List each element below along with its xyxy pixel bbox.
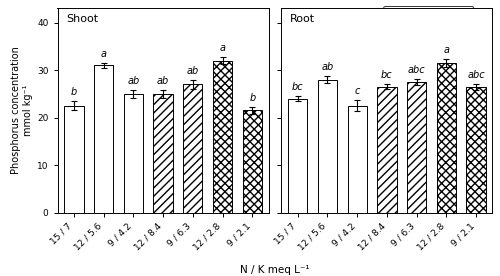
Text: N / K meq L⁻¹: N / K meq L⁻¹: [240, 265, 310, 275]
Text: bc: bc: [381, 70, 392, 81]
Text: ab: ab: [157, 76, 169, 86]
Text: a: a: [100, 49, 106, 59]
Text: a: a: [444, 45, 450, 55]
Text: Shoot: Shoot: [66, 14, 98, 24]
Text: c: c: [354, 86, 360, 96]
Bar: [124, 94, 143, 213]
Bar: [318, 79, 337, 213]
Text: a: a: [220, 43, 226, 53]
Legend: Balance 2.14, Balance 1.43, Balance 4.29: Balance 2.14, Balance 1.43, Balance 4.29: [383, 6, 474, 45]
Text: Root: Root: [290, 14, 315, 24]
Bar: [378, 87, 396, 213]
Text: ab: ab: [322, 62, 334, 72]
Text: ab: ab: [186, 66, 199, 76]
Bar: [242, 110, 262, 213]
Bar: [436, 63, 456, 213]
Bar: [348, 106, 367, 213]
Bar: [466, 87, 486, 213]
Bar: [288, 99, 308, 213]
Text: bc: bc: [292, 82, 304, 92]
Bar: [64, 106, 84, 213]
Text: b: b: [249, 93, 256, 103]
Bar: [94, 65, 114, 213]
Text: b: b: [70, 87, 77, 97]
Y-axis label: Phosphorus concentration
mmol kg⁻¹: Phosphorus concentration mmol kg⁻¹: [11, 46, 33, 174]
Bar: [213, 60, 232, 213]
Text: ab: ab: [127, 76, 140, 86]
Bar: [183, 84, 203, 213]
Bar: [407, 82, 426, 213]
Text: abc: abc: [468, 70, 485, 80]
Bar: [154, 94, 172, 213]
Text: abc: abc: [408, 65, 426, 75]
